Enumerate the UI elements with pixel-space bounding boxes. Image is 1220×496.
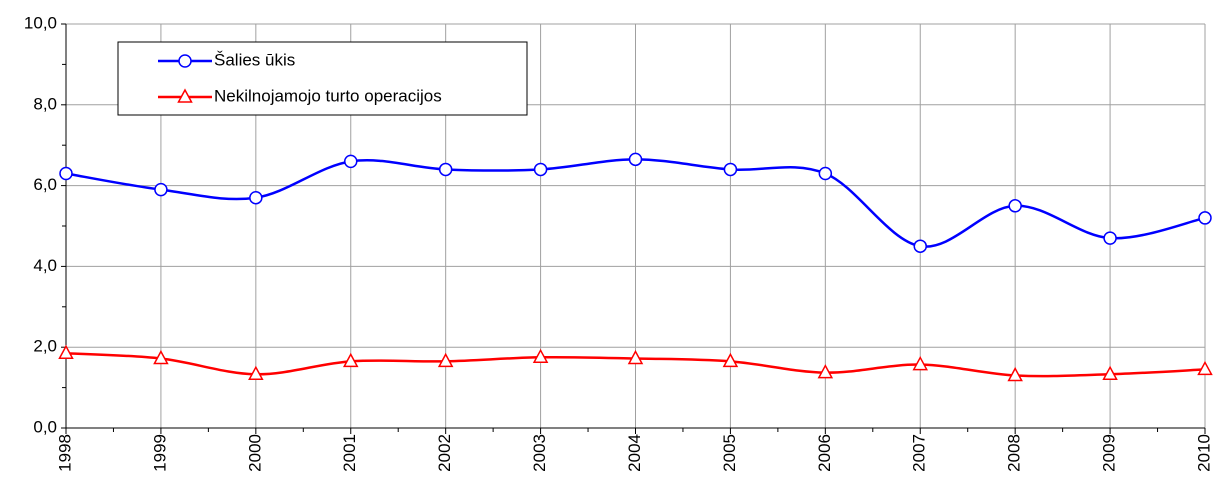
x-tick-label: 1998 [55, 434, 74, 472]
x-tick-label: 2004 [625, 434, 644, 472]
x-tick-label: 2005 [720, 434, 739, 472]
data-point [1103, 231, 1117, 245]
data-point [627, 349, 644, 365]
data-point [153, 349, 169, 365]
y-tick-label: 10,0 [24, 13, 57, 32]
x-tick-label: 1999 [150, 434, 169, 472]
data-point [532, 348, 549, 364]
x-tick-label: 2008 [1005, 434, 1024, 472]
y-tick-label: 0,0 [33, 417, 57, 436]
data-point [1197, 360, 1213, 376]
data-point [912, 355, 929, 371]
data-point [1198, 211, 1212, 225]
data-point [58, 344, 74, 360]
legend-box [117, 41, 528, 116]
data-point [154, 182, 168, 197]
y-tick-label: 2,0 [33, 337, 57, 356]
data-point [342, 352, 359, 368]
data-point [344, 154, 358, 169]
x-tick-label: 2001 [340, 434, 359, 472]
data-point [818, 166, 833, 181]
legend-label: Nekilnojamojo turto operacijos [214, 86, 442, 105]
data-point [1102, 365, 1118, 381]
y-tick-label: 8,0 [33, 94, 57, 113]
data-point [1008, 199, 1022, 213]
data-point [628, 152, 643, 167]
data-point [59, 166, 73, 181]
data-point [1007, 366, 1023, 382]
data-point [533, 162, 548, 177]
x-tick-label: 2006 [815, 434, 834, 472]
legend-label: Šalies ūkis [214, 50, 295, 69]
y-tick-label: 6,0 [33, 175, 57, 194]
data-point [248, 365, 264, 381]
x-tick-label: 2010 [1194, 434, 1213, 472]
y-tick-label: 4,0 [33, 256, 57, 275]
legend-marker [177, 88, 193, 103]
x-tick-label: 2009 [1100, 434, 1119, 472]
data-point [817, 364, 834, 379]
data-point [723, 162, 738, 177]
x-tick-label: 2007 [910, 434, 929, 472]
data-point [437, 352, 454, 368]
x-tick-label: 2000 [245, 434, 264, 472]
data-point [249, 190, 263, 205]
data-point [913, 239, 927, 253]
x-tick-label: 2003 [530, 434, 549, 472]
data-point [438, 162, 453, 177]
legend-marker [178, 54, 192, 68]
data-point [722, 352, 739, 368]
x-tick-label: 2002 [435, 434, 454, 472]
